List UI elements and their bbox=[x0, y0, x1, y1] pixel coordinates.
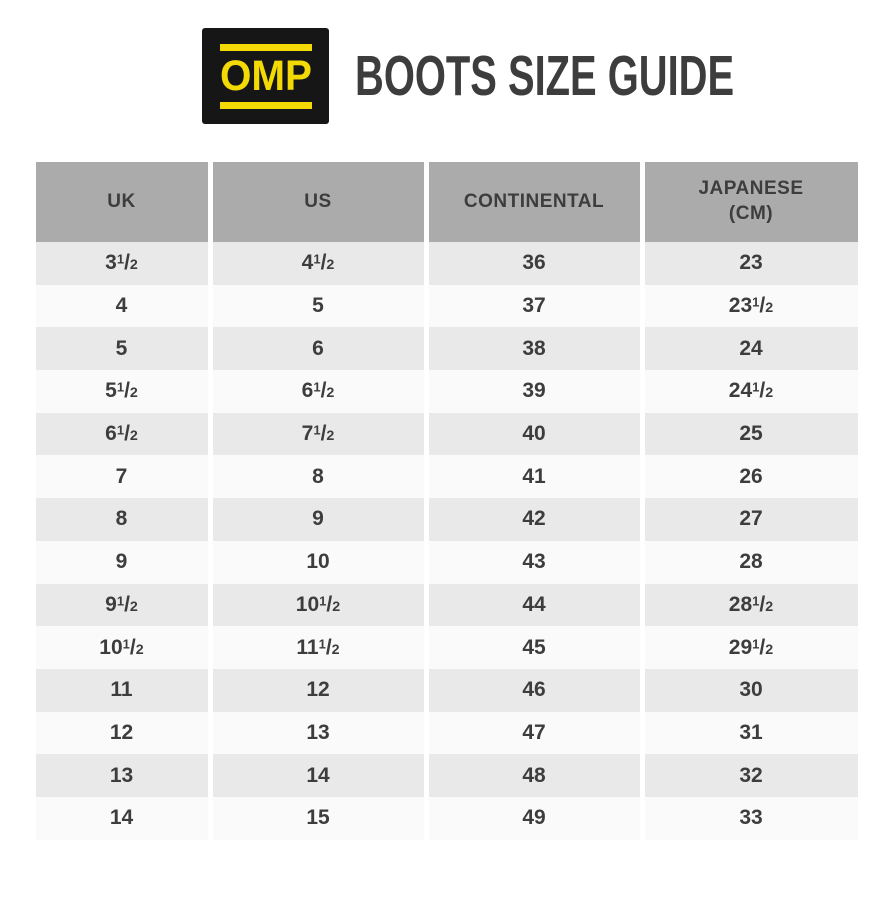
table-cell: 28 1/2 bbox=[644, 583, 858, 627]
table-cell: 25 bbox=[644, 412, 858, 456]
table-cell: 39 bbox=[428, 370, 640, 413]
table-cell: 4 1/2 bbox=[212, 242, 424, 285]
table-cell: 13 bbox=[212, 711, 424, 755]
logo-bottom-bar bbox=[219, 101, 312, 109]
table-cell: 48 bbox=[428, 754, 640, 797]
table-cell: 4 bbox=[35, 284, 208, 328]
table-cell: 6 1/2 bbox=[212, 370, 424, 413]
table-cell: 41 bbox=[428, 455, 640, 499]
title-wrap: BOOTS SIZE GUIDE bbox=[355, 28, 734, 124]
table-cell: 5 1/2 bbox=[35, 370, 208, 413]
table-cell: 6 1/2 bbox=[35, 412, 208, 456]
column-header: UK bbox=[35, 162, 208, 242]
table-cell: 5 bbox=[212, 284, 424, 328]
table-cell: 49 bbox=[428, 796, 640, 840]
table-cell: 7 1/2 bbox=[212, 412, 424, 456]
table-cell: 27 bbox=[644, 498, 858, 541]
table-cell: 37 bbox=[428, 284, 640, 328]
table-cell: 45 bbox=[428, 626, 640, 669]
column-header: CONTINENTAL bbox=[428, 162, 640, 242]
table-cell: 13 bbox=[35, 754, 208, 797]
table-cell: 47 bbox=[428, 711, 640, 755]
table-cell: 10 1/2 bbox=[35, 626, 208, 669]
table-cell: 29 1/2 bbox=[644, 626, 858, 669]
table-cell: 14 bbox=[35, 796, 208, 840]
table-cell: 46 bbox=[428, 668, 640, 712]
table-cell: 5 bbox=[35, 327, 208, 371]
size-table: UK US CONTINENTAL JAPANESE (CM) 3 1/2 4 1/2 36 23 4… bbox=[35, 162, 858, 840]
table-cell: 14 bbox=[212, 754, 424, 797]
logo-top-bar bbox=[219, 43, 312, 51]
column-header: JAPANESE (CM) bbox=[644, 162, 858, 242]
table-cell: 40 bbox=[428, 412, 640, 456]
table-cell: 43 bbox=[428, 540, 640, 584]
table-cell: 42 bbox=[428, 498, 640, 541]
table-cell: 10 1/2 bbox=[212, 583, 424, 627]
table-cell: 9 bbox=[35, 540, 208, 584]
table-cell: 23 1/2 bbox=[644, 284, 858, 328]
table-cell: 28 bbox=[644, 540, 858, 584]
table-cell: 44 bbox=[428, 583, 640, 627]
table-cell: 11 bbox=[35, 668, 208, 712]
table-cell: 7 bbox=[35, 455, 208, 499]
page-header: OMP BOOTS SIZE GUIDE bbox=[0, 28, 893, 124]
table-cell: 24 bbox=[644, 327, 858, 371]
table-cell: 38 bbox=[428, 327, 640, 371]
table-cell: 24 1/2 bbox=[644, 370, 858, 413]
table-cell: 11 1/2 bbox=[212, 626, 424, 669]
table-cell: 8 bbox=[212, 455, 424, 499]
table-cell: 23 bbox=[644, 242, 858, 285]
table-cell: 26 bbox=[644, 455, 858, 499]
table-cell: 15 bbox=[212, 796, 424, 840]
table-cell: 6 bbox=[212, 327, 424, 371]
table-cell: 32 bbox=[644, 754, 858, 797]
table-cell: 8 bbox=[35, 498, 208, 541]
table-cell: 12 bbox=[35, 711, 208, 755]
table-cell: 9 1/2 bbox=[35, 583, 208, 627]
table-cell: 36 bbox=[428, 242, 640, 285]
page-title: BOOTS SIZE GUIDE bbox=[355, 43, 735, 108]
table-cell: 30 bbox=[644, 668, 858, 712]
table-cell: 12 bbox=[212, 668, 424, 712]
logo-text: OMP bbox=[219, 51, 312, 100]
table-cell: 31 bbox=[644, 711, 858, 755]
omp-logo: OMP bbox=[202, 28, 329, 124]
table-cell: 10 bbox=[212, 540, 424, 584]
table-cell: 3 1/2 bbox=[35, 242, 208, 285]
table-cell: 33 bbox=[644, 796, 858, 840]
column-header: US bbox=[212, 162, 424, 242]
table-cell: 9 bbox=[212, 498, 424, 541]
